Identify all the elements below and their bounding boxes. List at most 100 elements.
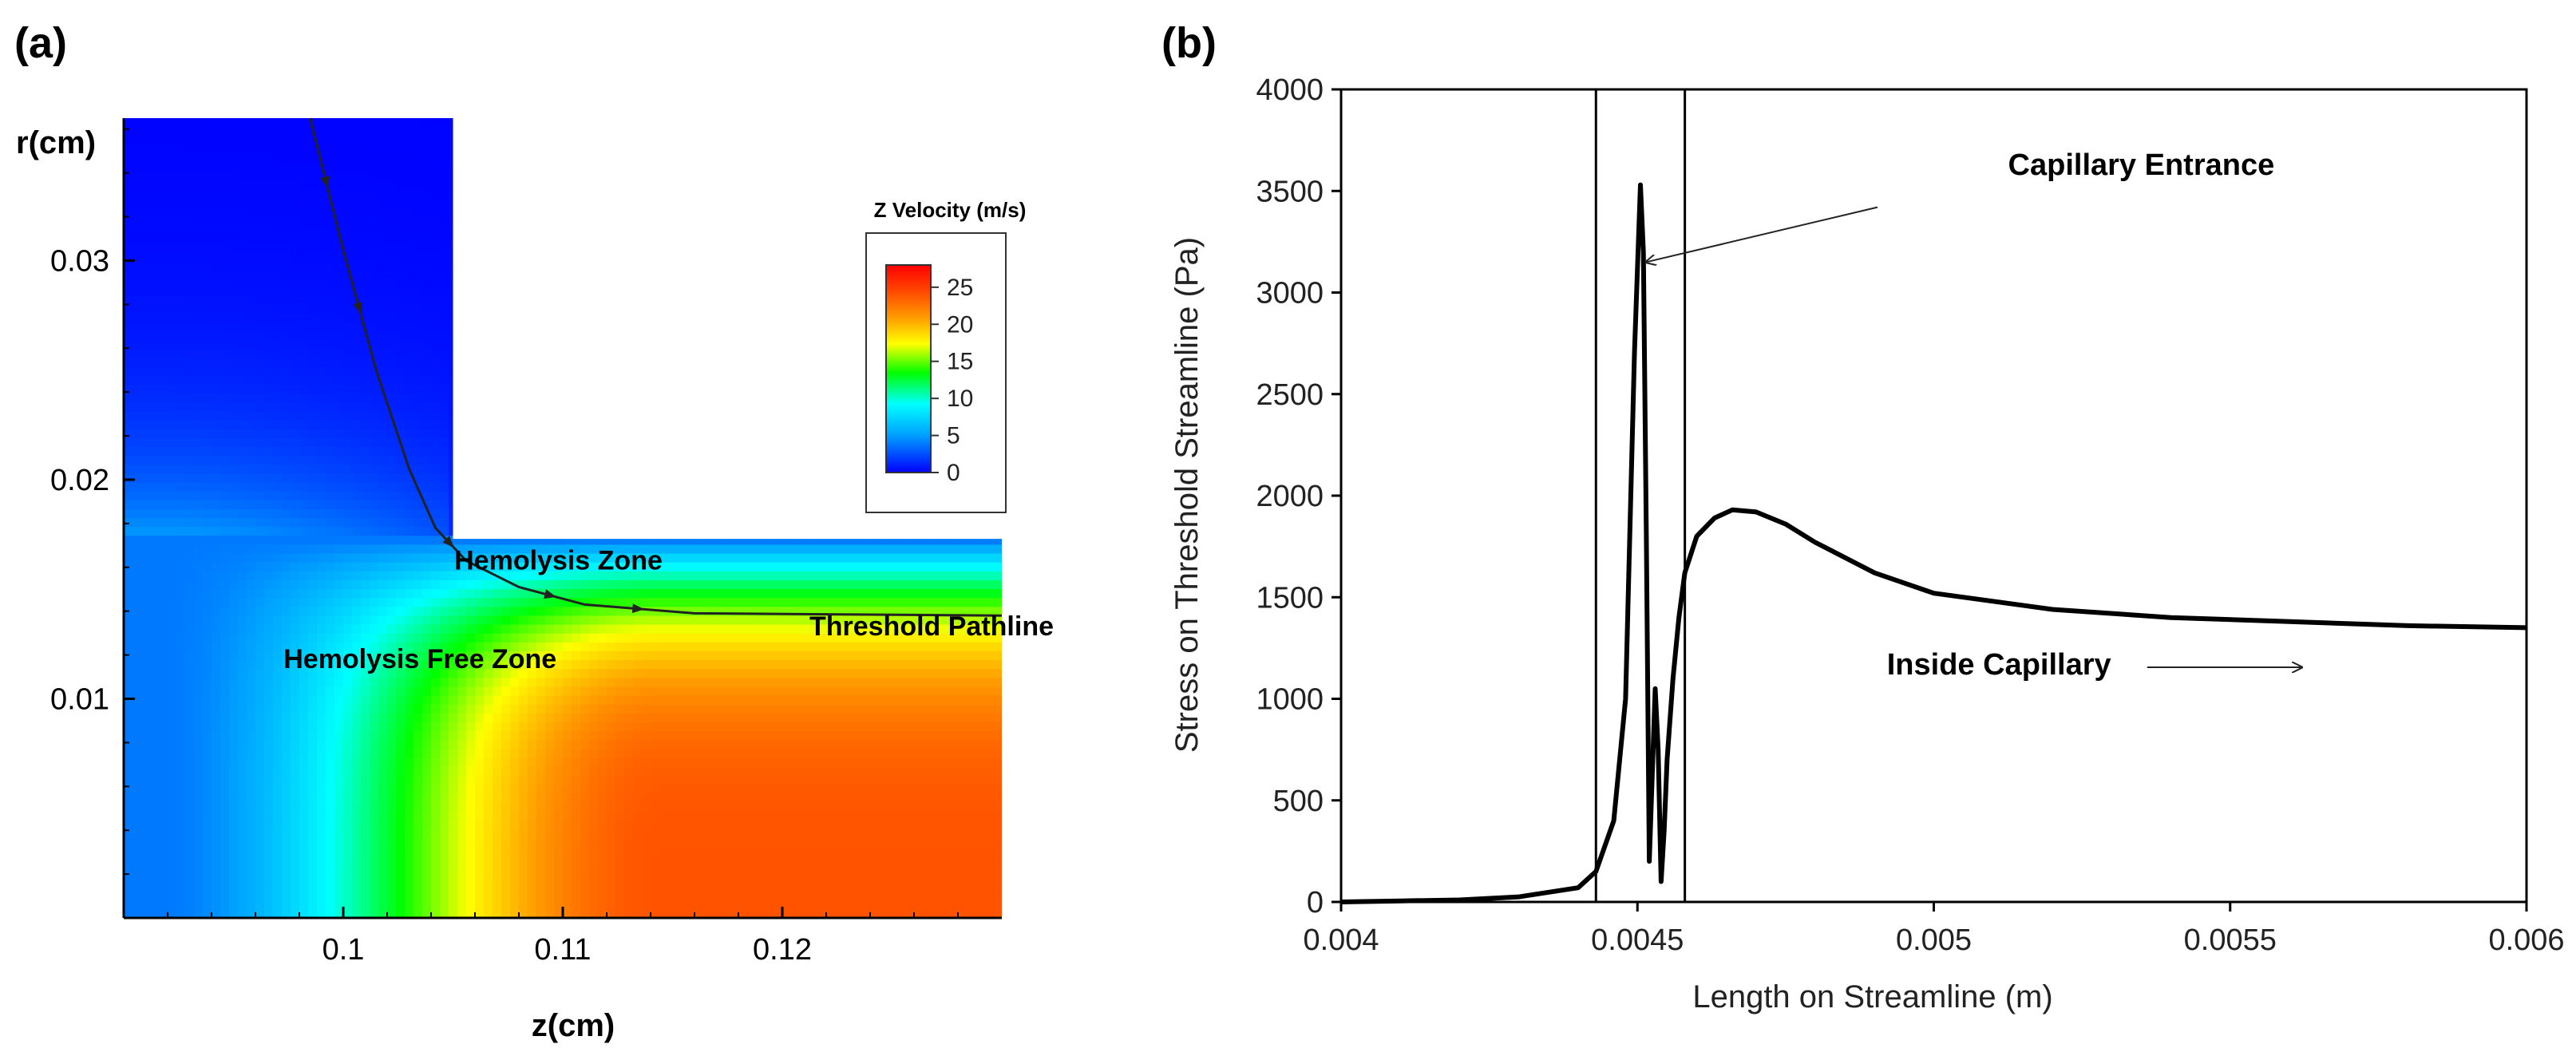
field-cell (431, 375, 441, 386)
field-cell (238, 153, 247, 164)
field-cell (378, 153, 388, 164)
field-cell (194, 846, 204, 856)
field-cell (528, 456, 537, 465)
field-cell (484, 207, 493, 217)
field-cell (572, 660, 581, 670)
field-cell (317, 624, 326, 635)
field-cell (414, 642, 423, 652)
field-cell (229, 873, 239, 884)
field-cell (194, 153, 204, 164)
field-cell (449, 722, 458, 732)
field-cell (334, 144, 344, 155)
field-cell (352, 633, 362, 643)
field-cell (343, 322, 353, 332)
field-cell (370, 446, 379, 457)
field-cell (501, 740, 511, 750)
field-cell (159, 402, 168, 413)
field-cell (168, 456, 177, 465)
field-cell (475, 757, 485, 768)
field-cell (308, 153, 318, 164)
field-cell (414, 837, 423, 848)
field-cell (185, 358, 195, 368)
field-cell (422, 908, 432, 918)
field-cell (475, 491, 485, 501)
field-cell (247, 749, 256, 759)
field-cell (519, 633, 528, 643)
field-cell (589, 793, 599, 803)
field-cell (554, 340, 564, 350)
field-cell (414, 660, 423, 670)
field-cell (247, 144, 256, 155)
field-cell (343, 775, 353, 785)
field-cell (378, 891, 388, 901)
field-cell (255, 437, 265, 448)
field-cell (203, 651, 212, 661)
field-cell (352, 607, 362, 617)
field-cell (343, 873, 353, 884)
field-cell (317, 527, 326, 536)
field-cell (528, 562, 537, 572)
field-cell (203, 260, 212, 270)
field-cell (212, 891, 221, 901)
field-cell (536, 722, 546, 732)
field-cell (457, 402, 467, 413)
field-cell (133, 527, 142, 536)
field-cell (545, 820, 555, 830)
field-cell (572, 891, 581, 901)
field-cell (510, 553, 520, 564)
field-cell (440, 260, 449, 270)
field-cell (475, 678, 485, 688)
field-cell (528, 349, 537, 359)
field-cell (431, 304, 441, 314)
field-cell (440, 287, 449, 297)
field-cell (422, 820, 432, 830)
field-cell (545, 704, 555, 714)
field-cell (361, 260, 370, 270)
field-cell (396, 331, 406, 342)
field-cell (238, 287, 247, 297)
field-cell (545, 607, 555, 617)
field-cell (572, 375, 581, 386)
field-cell (238, 358, 247, 368)
field-cell (255, 527, 265, 536)
field-cell (124, 722, 133, 732)
field-cell (378, 864, 388, 875)
field-cell (414, 669, 423, 679)
field-cell (352, 660, 362, 670)
field-cell (580, 579, 590, 590)
field-cell (299, 518, 309, 528)
field-cell (475, 775, 485, 785)
field-cell (133, 793, 142, 803)
field-cell (449, 856, 458, 865)
field-cell (185, 624, 195, 635)
field-cell (255, 366, 265, 377)
field-cell (387, 278, 397, 288)
field-cell (194, 678, 204, 688)
field-cell (185, 722, 195, 732)
field-cell (572, 465, 581, 475)
field-cell (238, 704, 247, 714)
field-cell (501, 891, 511, 901)
field-cell (422, 358, 432, 368)
field-cell (247, 856, 256, 865)
field-cell (264, 686, 274, 697)
field-cell (493, 394, 502, 403)
field-cell (212, 153, 221, 164)
field-cell (176, 873, 186, 884)
field-cell (159, 269, 168, 279)
field-cell (475, 322, 485, 332)
field-cell (378, 180, 388, 190)
field-cell (220, 198, 230, 208)
field-cell (572, 127, 581, 136)
field-cell (133, 437, 142, 448)
field-cell (440, 837, 449, 848)
field-cell (150, 615, 160, 626)
field-cell (378, 304, 388, 314)
field-cell (247, 482, 256, 492)
field-cell (185, 811, 195, 821)
field-cell (133, 402, 142, 413)
field-cell (133, 749, 142, 759)
field-cell (519, 579, 528, 590)
field-cell (449, 900, 458, 910)
field-cell (229, 749, 239, 759)
